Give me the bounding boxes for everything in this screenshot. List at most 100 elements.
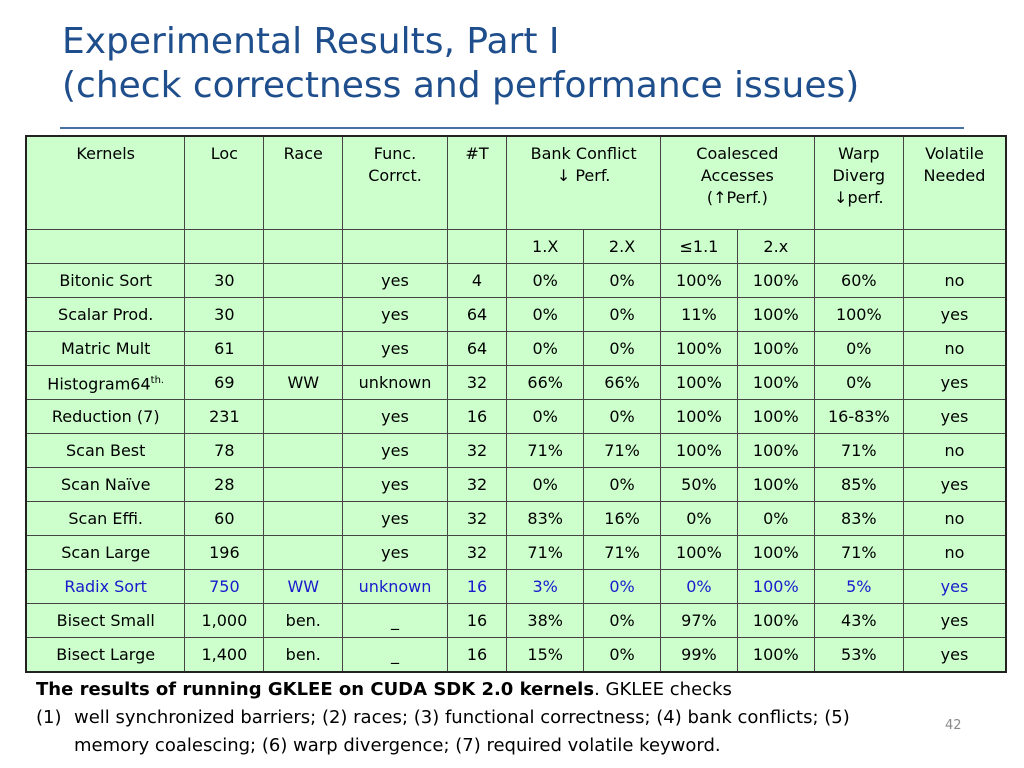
header-volatile-line2: Needed	[923, 166, 986, 185]
table-cell-func: yes	[342, 433, 448, 468]
table-cell-race: ben.	[263, 637, 344, 673]
table-cell-volatile: yes	[902, 603, 1007, 638]
table-cell-coal1: 100%	[659, 263, 738, 298]
kernel-name: Scan Best	[65, 440, 146, 460]
table-cell-bank1: 71%	[506, 433, 585, 468]
table-row: Scalar Prod. 30 yes 64 0% 0% 11% 100% 100% yes	[25, 297, 1007, 332]
header-coal-line3: Perf.)	[726, 188, 768, 207]
table-cell-coal2: 100%	[736, 603, 815, 638]
table-row: Radix Sort 750 WW unknown 16 3% 0% 0% 100% 5% yes	[25, 569, 1007, 604]
caption-item: (1) well synchronized barriers; (2) race…	[36, 704, 966, 760]
header-coal-line2: Accesses	[700, 166, 774, 185]
table-cell	[25, 229, 186, 264]
table-cell-coal2: 100%	[736, 467, 815, 502]
table-cell-threads: 32	[446, 501, 508, 536]
table-cell-volatile: no	[902, 433, 1007, 468]
table-cell-bank2: 0%	[583, 331, 661, 366]
table-cell	[184, 229, 265, 264]
table-cell-bank2: 71%	[583, 433, 661, 468]
table-cell-coal2: 100%	[736, 331, 815, 366]
header-warp-line2: Diverg	[832, 166, 886, 185]
page-number: 42	[945, 718, 962, 733]
header-func-line2: Corrct.	[368, 166, 422, 185]
table-cell-warp: 53%	[813, 637, 904, 673]
table-cell-volatile: yes	[902, 297, 1007, 332]
kernel-name-cell: Bitonic Sort	[25, 263, 186, 298]
kernel-name-cell: Scalar Prod.	[25, 297, 186, 332]
table-cell-bank1: 0%	[506, 263, 585, 298]
table-cell	[342, 229, 448, 264]
title-line-2: (check correctness and performance issue…	[62, 65, 860, 106]
table-cell-bank2: 0%	[583, 467, 661, 502]
table-row: Histogram64th. 69 WW unknown 32 66% 66% 100% 100…	[25, 365, 1007, 400]
table-cell-bank1: 83%	[506, 501, 585, 536]
table-cell-bank2: 16%	[583, 501, 661, 536]
subheader-bank-1x: 1.X	[506, 229, 585, 264]
table-cell-bank2: 0%	[583, 637, 661, 673]
table-row: Scan Effi. 60 yes 32 83% 16% 0% 0% 83% no	[25, 501, 1007, 536]
kernel-name: Matric Mult	[60, 338, 151, 358]
table-cell-bank1: 15%	[506, 637, 585, 673]
table-cell-func: unknown	[342, 365, 448, 400]
table-cell-volatile: yes	[902, 467, 1007, 502]
table-cell-warp: 0%	[813, 331, 904, 366]
kernel-name-cell: Scan Naïve	[25, 467, 186, 502]
table-cell-coal2: 100%	[736, 637, 815, 673]
table-cell-bank1: 0%	[506, 399, 585, 434]
table-cell-func: yes	[342, 467, 448, 502]
table-cell-coal1: 100%	[659, 331, 738, 366]
kernel-name-superscript: th.	[150, 374, 165, 386]
table-cell-volatile: yes	[902, 365, 1007, 400]
table-subheader-row: 1.X 2.X ≤1.1 2.x	[25, 229, 1007, 264]
table-cell-race: WW	[263, 569, 344, 604]
kernel-name: Histogram64	[47, 374, 151, 394]
kernel-name-cell: Bisect Small	[25, 603, 186, 638]
table-cell-race: ben.	[263, 603, 344, 638]
table-cell-func: yes	[342, 331, 448, 366]
table-cell-race	[263, 535, 344, 570]
subheader-coal-le11: ≤1.1	[659, 229, 738, 264]
kernel-name: Bitonic Sort	[59, 270, 153, 290]
table-cell-coal2: 100%	[736, 263, 815, 298]
table-cell-volatile: yes	[902, 399, 1007, 434]
table-cell-volatile: no	[902, 535, 1007, 570]
table-cell-coal1: 100%	[659, 365, 738, 400]
header-coal-line1: Coalesced	[696, 144, 779, 163]
table-row: Reduction (7) 231 yes 16 0% 0% 100% 100% 16-83% y…	[25, 399, 1007, 434]
table-cell-bank2: 71%	[583, 535, 661, 570]
header-kernels: Kernels	[25, 135, 186, 230]
table-cell-bank1: 0%	[506, 297, 585, 332]
subheader-bank-2x: 2.X	[583, 229, 661, 264]
kernel-name-cell: Scan Best	[25, 433, 186, 468]
table-cell	[902, 229, 1007, 264]
table-cell-race	[263, 467, 344, 502]
kernel-name-cell: Bisect Large	[25, 637, 186, 673]
table-cell-volatile: no	[902, 263, 1007, 298]
table-cell-loc: 1,400	[184, 637, 265, 673]
kernel-name-cell: Scan Effi.	[25, 501, 186, 536]
table-cell-coal1: 100%	[659, 399, 738, 434]
table-cell-threads: 64	[446, 297, 508, 332]
table-cell-warp: 16-83%	[813, 399, 904, 434]
caption-item-number: (1)	[36, 707, 62, 728]
kernel-name-cell: Scan Large	[25, 535, 186, 570]
table-cell-func: yes	[342, 263, 448, 298]
table-cell-volatile: yes	[902, 637, 1007, 673]
table-cell-warp: 71%	[813, 433, 904, 468]
subheader-coal-2x: 2.x	[736, 229, 815, 264]
arrow-down-icon: ↓	[834, 188, 848, 207]
table-cell-bank2: 66%	[583, 365, 661, 400]
table-cell-func: yes	[342, 501, 448, 536]
caption-rest: . GKLEE checks	[594, 679, 732, 700]
table-cell-coal1: 97%	[659, 603, 738, 638]
table-cell-threads: 16	[446, 399, 508, 434]
table-row: Scan Best 78 yes 32 71% 71% 100% 100% 71% no	[25, 433, 1007, 468]
table-body: Bitonic Sort 30 yes 4 0% 0% 100% 100% 60% no Scala…	[25, 263, 1007, 673]
table-cell-warp: 85%	[813, 467, 904, 502]
table-cell-threads: 4	[446, 263, 508, 298]
kernel-name: Scan Large	[61, 542, 151, 562]
header-func: Func. Corrct.	[342, 135, 448, 230]
table-cell-func: yes	[342, 297, 448, 332]
table-cell-coal1: 11%	[659, 297, 738, 332]
table-cell-coal1: 100%	[659, 433, 738, 468]
